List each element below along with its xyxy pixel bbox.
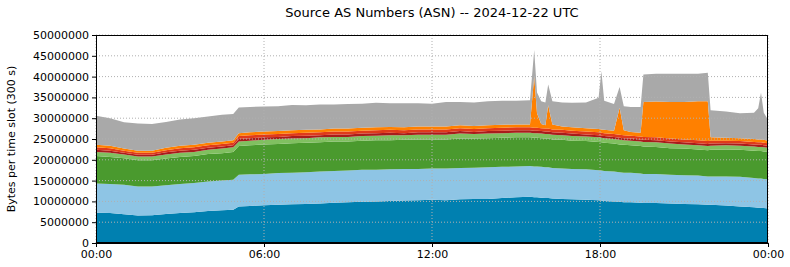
tick-mark <box>92 160 96 161</box>
tick-mark <box>92 118 96 119</box>
tick-mark <box>92 222 96 223</box>
grid <box>96 35 768 243</box>
tick-mark <box>92 201 96 202</box>
tick-mark <box>92 139 96 140</box>
tick-label: 00:00 <box>753 248 785 261</box>
tick-label: 35000000 <box>33 91 89 104</box>
tick-label: 20000000 <box>33 154 89 167</box>
tick: 25000000 <box>33 133 96 146</box>
y-axis: 0 5000000 10000000 15000000 20000000 25000000… <box>33 29 97 250</box>
grid-line-y <box>96 118 768 119</box>
tick: 30000000 <box>33 112 96 125</box>
grid-line-y <box>96 159 768 160</box>
tick-mark <box>92 56 96 57</box>
tick-mark <box>264 243 265 247</box>
axis-line <box>92 36 97 244</box>
tick: 50000000 <box>33 29 96 42</box>
tick-label: 12:00 <box>417 248 449 261</box>
tick: 12:00 <box>417 243 449 261</box>
tick-label: 25000000 <box>33 133 89 146</box>
grid-line-y <box>96 201 768 202</box>
tick: 5000000 <box>40 216 96 229</box>
tick-label: 50000000 <box>33 29 89 42</box>
tick-mark <box>432 243 433 247</box>
grid-line-y <box>96 55 768 56</box>
plot-frame <box>97 36 768 243</box>
tick-mark <box>92 181 96 182</box>
tick-label: 06:00 <box>249 248 281 261</box>
axis-line <box>97 244 769 248</box>
tick-label: 40000000 <box>33 71 89 84</box>
tick: 0 <box>82 237 96 250</box>
tick: 35000000 <box>33 91 96 104</box>
tick-mark <box>92 97 96 98</box>
tick-label: 30000000 <box>33 112 89 125</box>
tick: 06:00 <box>249 243 281 261</box>
tick: 18:00 <box>585 243 617 261</box>
tick-mark <box>92 35 96 36</box>
tick-mark <box>92 243 96 244</box>
tick: 00:00 <box>753 243 785 261</box>
tick: 15000000 <box>33 175 96 188</box>
tick-label: 18:00 <box>585 248 617 261</box>
tick-label: 45000000 <box>33 50 89 63</box>
tick-mark <box>600 243 601 247</box>
tick-label: 5000000 <box>40 216 89 229</box>
x-axis: 00:0006:0012:0018:0000:00 <box>81 243 785 261</box>
tick: 10000000 <box>33 195 96 208</box>
tick-label: 0 <box>82 237 89 250</box>
tick: 40000000 <box>33 71 96 84</box>
chart: 00:0006:0012:0018:0000:00050000001000000… <box>0 0 790 267</box>
y-axis-title: Bytes per time slot (300 s) <box>5 66 18 213</box>
tick: 45000000 <box>33 50 96 63</box>
grid-line-y <box>96 180 768 181</box>
tick-mark <box>92 77 96 78</box>
grid-line-y <box>96 97 768 98</box>
tick-label: 10000000 <box>33 195 89 208</box>
grid-line-y <box>96 76 768 77</box>
tick-label: 15000000 <box>33 175 89 188</box>
tick-mark <box>768 243 769 247</box>
grid-line-y <box>96 222 768 223</box>
grid-line-y <box>96 139 768 140</box>
tick: 20000000 <box>33 154 96 167</box>
chart-title: Source AS Numbers (ASN) -- 2024-12-22 UT… <box>285 5 578 20</box>
